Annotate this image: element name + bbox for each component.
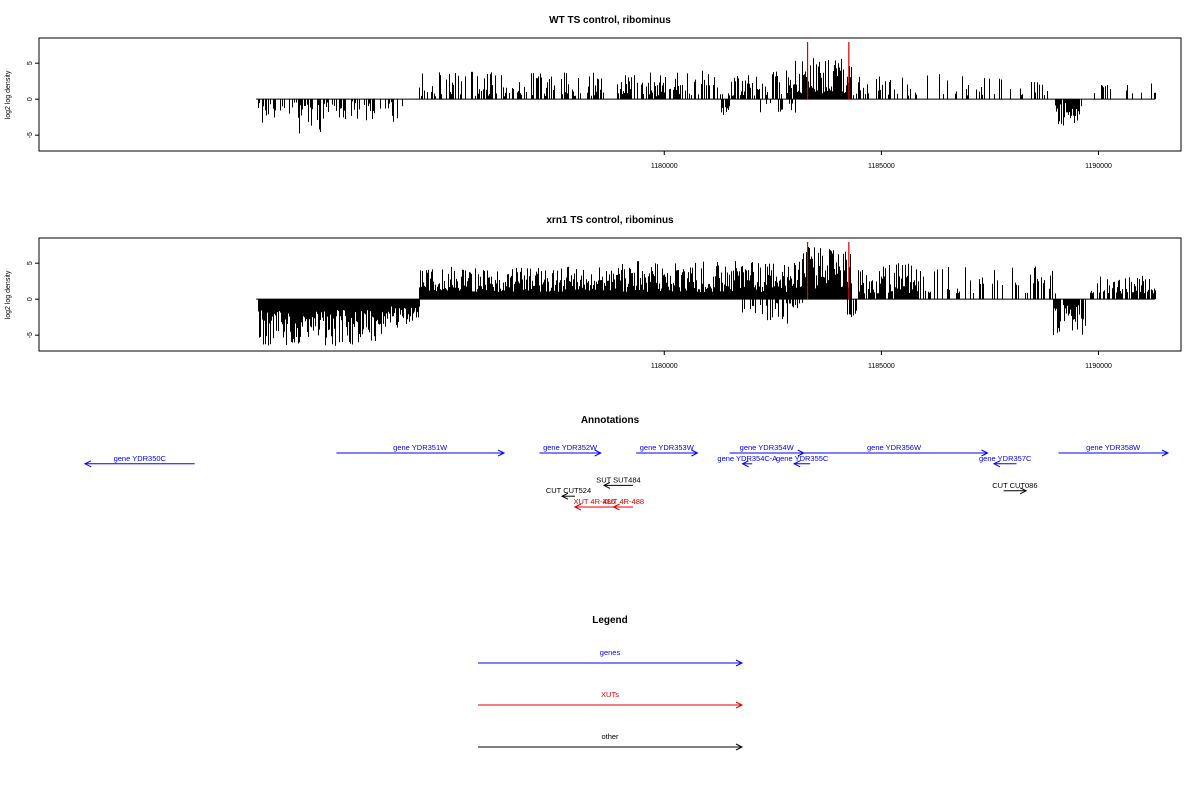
feature-gene: gene YDR356W [800, 443, 989, 457]
legend-label: other [601, 732, 619, 741]
feature-label: CUT CUT086 [992, 481, 1037, 490]
feature-label: gene YDR357C [979, 454, 1032, 463]
feature-label: XUT 4R-488 [603, 497, 645, 506]
feature-arrow-head [573, 503, 582, 511]
feature-label: gene YDR352W [543, 443, 598, 452]
x-tick-label: 1180000 [651, 363, 678, 370]
feature-xut: XUT 4R-488 [603, 497, 645, 511]
y-tick-label: 0 [27, 97, 34, 101]
panel-wt: WT TS control, ribominus log2 log densit… [5, 15, 1182, 170]
y-tick-label: 0 [27, 297, 34, 301]
feature-gene: gene YDR357C [979, 454, 1032, 468]
signal-bars [256, 42, 1156, 134]
feature-arrow-head [1161, 449, 1170, 457]
feature-arrow-head [612, 503, 620, 511]
feature-label: gene YDR358W [1086, 443, 1141, 452]
panel-title: WT TS control, ribominus [549, 15, 671, 26]
feature-arrow-head [691, 449, 699, 457]
feature-arrow-head [497, 449, 506, 457]
legend-item-xut: XUTs [478, 690, 744, 709]
feature-arrow-head [560, 492, 569, 500]
feature-gene: gene YDR355C [776, 454, 829, 468]
feature-arrow-head [741, 460, 749, 468]
legend-label: XUTs [601, 690, 619, 699]
plot-frame [38, 37, 1182, 152]
feature-label: gene YDR353W [640, 443, 695, 452]
feature-other: CUT CUT524 [546, 486, 591, 500]
x-tick-label: 1185000 [868, 363, 895, 370]
y-tick-label: -5 [27, 132, 34, 138]
feature-other: SUT SUT484 [596, 475, 641, 489]
feature-label: gene YDR351W [393, 443, 448, 452]
x-tick-label: 1190000 [1085, 163, 1112, 170]
legend-arrow-head [735, 701, 744, 709]
y-axis-label: log2 log density [5, 70, 12, 119]
feature-label: CUT CUT524 [546, 486, 591, 495]
legend-arrow-head [735, 743, 744, 751]
feature-gene: gene YDR350C [83, 454, 195, 468]
feature-arrow-head [992, 460, 1001, 468]
feature-gene: gene YDR354C-A [717, 454, 777, 468]
feature-label: gene YDR350C [114, 454, 167, 463]
feature-xut: XUT 4R-486 [573, 497, 615, 511]
x-tick-label: 1190000 [1085, 363, 1112, 370]
feature-list: gene YDR350C gene YDR351W gene YDR352W gene… [83, 443, 1170, 511]
feature-arrow-head [1019, 487, 1028, 495]
x-tick-label: 1185000 [868, 163, 895, 170]
y-axis: -5 0 5 [27, 61, 39, 138]
y-axis-label: log2 log density [5, 270, 12, 319]
feature-gene: gene YDR352W [539, 443, 602, 457]
feature-arrow-head [602, 481, 611, 489]
feature-arrow-head [594, 449, 602, 457]
feature-gene: gene YDR353W [636, 443, 699, 457]
x-tick-label: 1180000 [651, 163, 678, 170]
y-axis: -5 0 5 [27, 261, 39, 338]
signal-bars [256, 242, 1156, 346]
feature-gene: gene YDR358W [1058, 443, 1170, 457]
panel-title: xrn1 TS control, ribominus [546, 215, 674, 226]
x-axis: 1180000 1185000 1190000 [651, 351, 1112, 370]
y-tick-label: -5 [27, 332, 34, 338]
x-axis: 1180000 1185000 1190000 [651, 151, 1112, 170]
feature-label: gene YDR356W [867, 443, 922, 452]
legend-item-other: other [478, 732, 744, 751]
feature-gene: gene YDR351W [336, 443, 506, 457]
feature-arrow-head [83, 460, 92, 468]
feature-other: CUT CUT086 [992, 481, 1038, 495]
feature-label: SUT SUT484 [596, 475, 640, 484]
plot-frame [38, 237, 1182, 352]
legend: Legend genes XUTs other [478, 615, 744, 751]
legend-label: genes [600, 648, 621, 657]
feature-label: gene YDR354W [740, 443, 795, 452]
feature-label: gene YDR355C [776, 454, 829, 463]
legend-items: genes XUTs other [478, 648, 744, 751]
y-tick-label: 5 [27, 61, 34, 65]
feature-arrow-head [981, 449, 989, 457]
annotations-title: Annotations [581, 415, 640, 426]
legend-item-gene: genes [478, 648, 744, 667]
y-tick-label: 5 [27, 261, 34, 265]
panel-xrn1: xrn1 TS control, ribominus log2 log dens… [5, 215, 1182, 370]
feature-label: XUT 4R-486 [573, 497, 615, 506]
legend-title: Legend [592, 615, 628, 626]
feature-label: gene YDR354C-A [717, 454, 777, 463]
legend-arrow-head [735, 659, 744, 667]
feature-arrow-head [792, 460, 801, 468]
